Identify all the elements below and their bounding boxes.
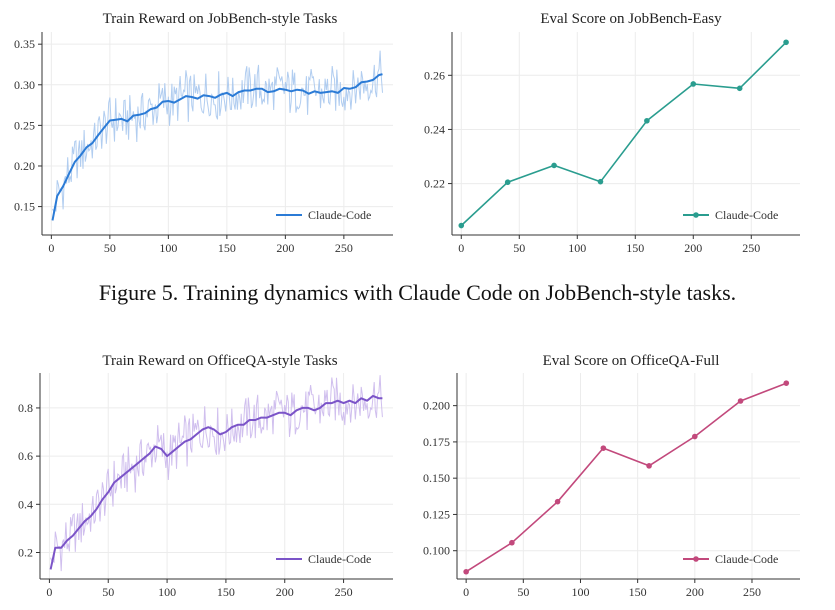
x-tick-label: 100	[158, 585, 176, 599]
y-tick-label: 0.125	[423, 507, 450, 521]
chart-officeqa-eval-score-svg: Eval Score on OfficeQA-Full 0 50 100 150 200 2…	[423, 353, 800, 599]
x-tick-label: 50	[517, 585, 529, 599]
x-tick-label: 50	[104, 241, 116, 255]
y-tick-label: 0.175	[423, 435, 450, 449]
y-tick-label: 0.15	[14, 200, 35, 214]
legend-marker	[693, 556, 699, 562]
data-point	[644, 117, 650, 124]
x-tick-label: 0	[46, 585, 52, 599]
raw-reward-trace	[52, 50, 383, 213]
x-tick-label: 50	[102, 585, 114, 599]
y-tick-label: 0.22	[424, 177, 445, 191]
x-tick-label: 200	[276, 241, 294, 255]
chart-title: Train Reward on OfficeQA-style Tasks	[102, 353, 337, 369]
data-point	[458, 222, 465, 229]
legend-label: Claude-Code	[308, 552, 371, 566]
y-tick-label: 0.20	[14, 159, 35, 173]
grid-lines	[40, 373, 393, 579]
x-tick-label: 150	[629, 585, 647, 599]
chart-title: Eval Score on JobBench-Easy	[540, 11, 722, 27]
data-point	[646, 463, 652, 469]
y-tick-label: 0.200	[423, 399, 450, 413]
x-tick-label: 150	[626, 241, 644, 255]
legend-label: Claude-Code	[715, 552, 778, 566]
x-tick-label: 250	[335, 585, 353, 599]
legend: Claude-Code	[276, 208, 371, 222]
x-tick-label: 200	[276, 585, 294, 599]
data-point	[692, 433, 698, 440]
series-line-claude-code	[460, 41, 787, 227]
y-tick-label: 0.26	[424, 68, 445, 82]
y-tick-label: 0.35	[14, 37, 35, 51]
x-tick-label: 200	[684, 241, 702, 255]
y-tick-label: 0.24	[424, 122, 445, 136]
chart-jobbench-train-reward: Train Reward on JobBench-style Tasks 0 50 1…	[0, 0, 400, 258]
legend: Claude-Code	[683, 208, 778, 222]
legend: Claude-Code	[276, 552, 371, 566]
data-point	[690, 81, 697, 87]
chart-officeqa-eval-score: Eval Score on OfficeQA-Full 0 50 100 150 200 2…	[405, 345, 825, 605]
chart-jobbench-eval-score: Eval Score on JobBench-Easy 0 50 100 150 200 2…	[405, 0, 825, 258]
x-tick-label: 0	[463, 585, 469, 599]
chart-title: Eval Score on OfficeQA-Full	[543, 353, 720, 369]
data-point	[509, 539, 515, 546]
legend-label: Claude-Code	[715, 208, 778, 222]
x-tick-label: 200	[686, 585, 704, 599]
x-tick-label: 250	[742, 241, 760, 255]
data-point	[554, 498, 561, 505]
y-tick-label: 0.4	[18, 497, 33, 511]
chart-title: Train Reward on JobBench-style Tasks	[103, 11, 338, 27]
y-tick-label: 0.8	[18, 401, 33, 415]
x-tick-label: 100	[568, 241, 586, 255]
chart-officeqa-train-reward: Train Reward on OfficeQA-style Tasks 0 50 1…	[0, 345, 400, 605]
chart-jobbench-train-reward-svg: Train Reward on JobBench-style Tasks 0 50 1…	[14, 11, 393, 255]
x-tick-label: 250	[743, 585, 761, 599]
y-tick-label: 0.150	[423, 471, 450, 485]
x-tick-label: 0	[48, 241, 54, 255]
data-point	[783, 380, 790, 386]
data-point	[597, 178, 604, 185]
data-point	[504, 179, 511, 186]
series-line-claude-code	[51, 73, 383, 221]
x-tick-label: 250	[335, 241, 353, 255]
y-tick-label: 0.100	[423, 544, 450, 558]
series-line-claude-code	[49, 394, 383, 570]
y-tick-label: 0.25	[14, 118, 35, 132]
data-point	[736, 85, 743, 92]
chart-jobbench-eval-score-svg: Eval Score on JobBench-Easy 0 50 100 150 200 2…	[424, 11, 800, 255]
legend-marker	[693, 212, 699, 218]
y-tick-label: 0.2	[18, 545, 33, 559]
grid-lines	[457, 373, 800, 579]
series-line-claude-code	[465, 382, 787, 573]
legend-label: Claude-Code	[308, 208, 371, 222]
data-point	[737, 398, 744, 404]
grid-lines	[452, 32, 800, 235]
legend: Claude-Code	[683, 552, 778, 566]
x-tick-label: 100	[159, 241, 177, 255]
x-tick-label: 50	[513, 241, 525, 255]
data-point	[551, 162, 557, 169]
data-point	[463, 568, 469, 575]
chart-officeqa-train-reward-svg: Train Reward on OfficeQA-style Tasks 0 50 1…	[18, 353, 393, 599]
x-tick-label: 100	[571, 585, 589, 599]
y-tick-label: 0.6	[18, 449, 33, 463]
data-point	[600, 445, 607, 451]
y-tick-label: 0.30	[14, 78, 35, 92]
x-tick-label: 0	[458, 241, 464, 255]
x-tick-label: 150	[218, 241, 236, 255]
x-tick-label: 150	[217, 585, 235, 599]
data-point	[783, 39, 789, 46]
raw-reward-trace	[50, 375, 383, 572]
figure-caption: Figure 5. Training dynamics with Claude …	[98, 280, 737, 305]
